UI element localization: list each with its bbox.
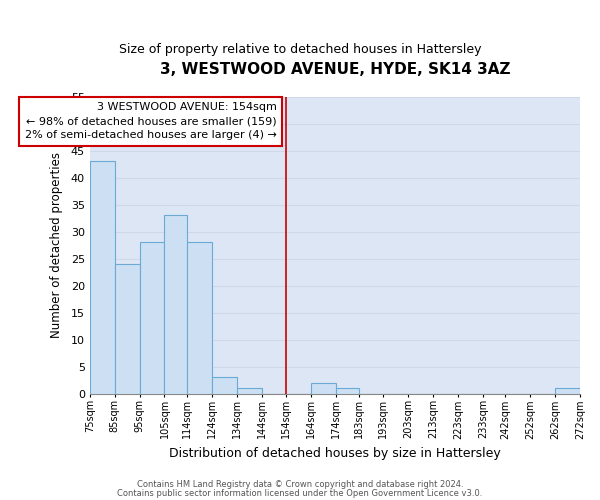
- Bar: [555, 388, 580, 394]
- Title: 3, WESTWOOD AVENUE, HYDE, SK14 3AZ: 3, WESTWOOD AVENUE, HYDE, SK14 3AZ: [160, 62, 510, 78]
- Text: Contains HM Land Registry data © Crown copyright and database right 2024.: Contains HM Land Registry data © Crown c…: [137, 480, 463, 489]
- Bar: [140, 242, 164, 394]
- Text: Size of property relative to detached houses in Hattersley: Size of property relative to detached ho…: [119, 42, 481, 56]
- Y-axis label: Number of detached properties: Number of detached properties: [50, 152, 62, 338]
- Bar: [212, 378, 236, 394]
- Bar: [115, 264, 140, 394]
- Bar: [90, 162, 115, 394]
- Text: 3 WESTWOOD AVENUE: 154sqm
← 98% of detached houses are smaller (159)
2% of semi-: 3 WESTWOOD AVENUE: 154sqm ← 98% of detac…: [25, 102, 277, 140]
- Bar: [336, 388, 359, 394]
- Bar: [311, 383, 336, 394]
- Bar: [187, 242, 212, 394]
- Bar: [164, 216, 187, 394]
- Text: Contains public sector information licensed under the Open Government Licence v3: Contains public sector information licen…: [118, 488, 482, 498]
- X-axis label: Distribution of detached houses by size in Hattersley: Distribution of detached houses by size …: [169, 447, 501, 460]
- Bar: [236, 388, 262, 394]
